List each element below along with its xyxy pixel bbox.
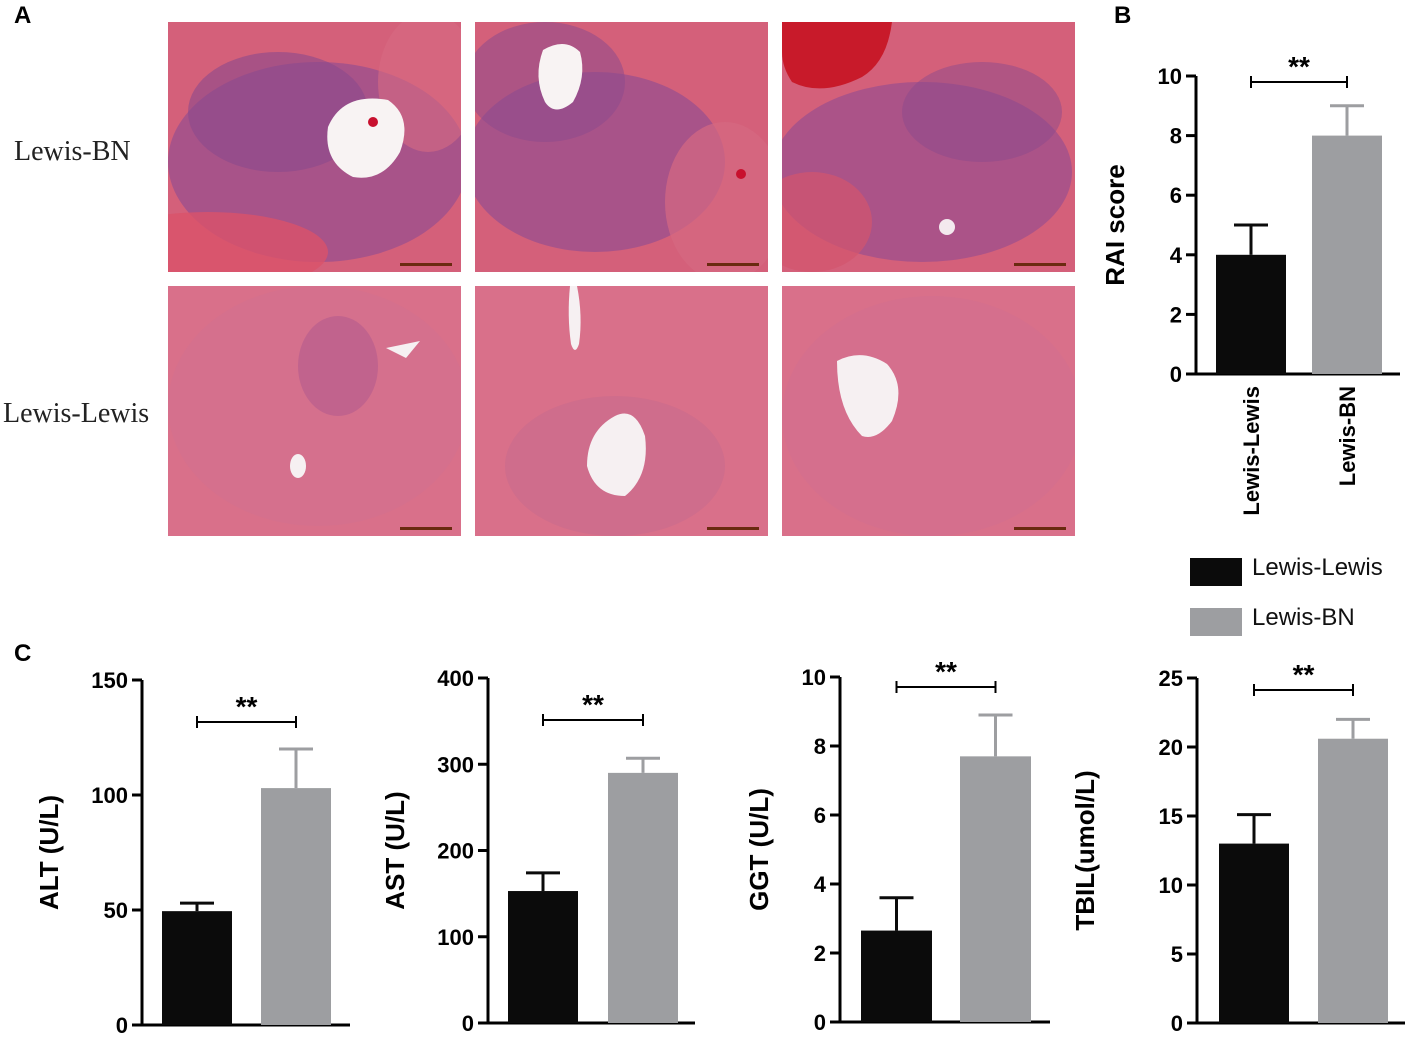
significance-label: ** — [935, 656, 957, 687]
legend-label-lewis-bn: Lewis-BN — [1252, 604, 1355, 631]
bar — [608, 772, 678, 1023]
histology-image-lewis-bn-3 — [782, 22, 1075, 272]
y-tick-label: 50 — [104, 898, 128, 923]
legend-swatch-lewis-lewis — [1190, 558, 1242, 586]
panel-letter-b: B — [1114, 2, 1132, 29]
bar — [1312, 135, 1382, 374]
bar — [960, 756, 1031, 1022]
x-tick-label: Lewis-BN — [1335, 386, 1360, 486]
histology-image-lewis-lewis-1 — [168, 286, 461, 536]
y-tick-label: 20 — [1159, 735, 1183, 760]
histology-image-lewis-lewis-2 — [475, 286, 768, 536]
significance-label: ** — [1293, 659, 1315, 690]
y-tick-label: 2 — [1170, 302, 1182, 327]
legend-label-lewis-lewis: Lewis-Lewis — [1252, 554, 1383, 581]
bar — [261, 788, 331, 1025]
bar — [1219, 843, 1289, 1023]
panel-letter-c: C — [14, 640, 32, 667]
significance-label: ** — [1288, 51, 1310, 82]
scale-bar — [400, 263, 452, 266]
y-tick-label: 4 — [814, 872, 827, 897]
y-tick-label: 10 — [802, 665, 826, 690]
y-axis-label: RAI score — [1100, 164, 1130, 285]
y-tick-label: 300 — [437, 752, 474, 777]
y-tick-label: 150 — [91, 668, 128, 693]
y-axis-label: AST (U/L) — [380, 791, 410, 909]
y-axis-label: GGT (U/L) — [744, 788, 774, 911]
y-tick-label: 0 — [462, 1011, 474, 1036]
y-tick-label: 10 — [1159, 873, 1183, 898]
y-axis-label: ALT (U/L) — [34, 795, 64, 910]
scale-bar — [707, 263, 759, 266]
histology-image-lewis-bn-1 — [168, 22, 461, 272]
x-tick-label: Lewis-Lewis — [1239, 386, 1264, 516]
y-tick-label: 6 — [814, 803, 826, 828]
y-tick-label: 10 — [1158, 64, 1182, 89]
y-tick-label: 400 — [437, 666, 474, 691]
y-tick-label: 25 — [1159, 666, 1183, 691]
scale-bar — [1014, 263, 1066, 266]
bar — [1216, 254, 1286, 374]
y-tick-label: 0 — [1170, 362, 1182, 387]
y-tick-label: 6 — [1170, 183, 1182, 208]
bar — [861, 930, 932, 1022]
legend-swatch-lewis-bn — [1190, 608, 1242, 636]
y-tick-label: 100 — [437, 925, 474, 950]
y-axis-label: TBIL(umol/L) — [1070, 770, 1100, 930]
histology-image-lewis-bn-2 — [475, 22, 768, 272]
row-label-lewis-lewis: Lewis-Lewis — [3, 398, 150, 429]
y-tick-label: 0 — [1171, 1011, 1183, 1036]
bar — [162, 911, 232, 1025]
significance-label: ** — [582, 689, 604, 720]
y-tick-label: 15 — [1159, 804, 1183, 829]
bar — [1318, 738, 1388, 1023]
y-tick-label: 2 — [814, 941, 826, 966]
y-tick-label: 200 — [437, 839, 474, 864]
y-tick-label: 100 — [91, 783, 128, 808]
scale-bar — [1014, 527, 1066, 530]
y-tick-label: 8 — [814, 734, 826, 759]
histology-image-lewis-lewis-3 — [782, 286, 1075, 536]
panel-letter-a: A — [14, 2, 32, 29]
row-label-lewis-bn: Lewis-BN — [14, 136, 131, 167]
y-tick-label: 5 — [1171, 942, 1183, 967]
y-tick-label: 0 — [116, 1013, 128, 1038]
scale-bar — [707, 527, 759, 530]
y-tick-label: 8 — [1170, 124, 1182, 149]
y-tick-label: 0 — [814, 1010, 826, 1035]
significance-label: ** — [236, 691, 258, 722]
y-tick-label: 4 — [1170, 243, 1183, 268]
bar — [508, 891, 578, 1023]
scale-bar — [400, 527, 452, 530]
